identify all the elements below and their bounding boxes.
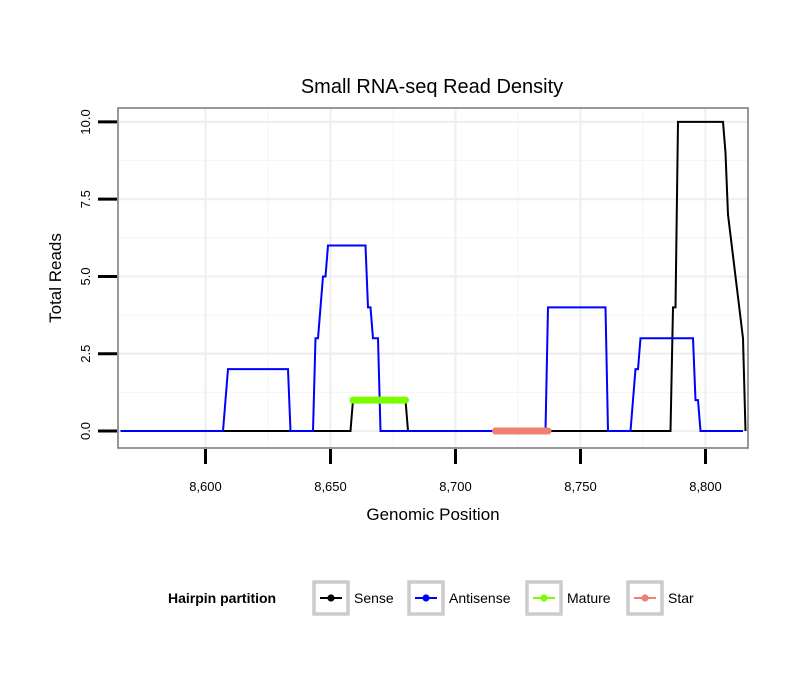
x-tick-label: 8,700 [439, 479, 472, 494]
legend-title: Hairpin partition [168, 590, 276, 606]
x-tick-label: 8,650 [314, 479, 347, 494]
y-tick-label: 2.5 [78, 345, 93, 363]
legend: Hairpin partition Sense Antisense Mature St… [168, 580, 694, 616]
y-axis-title: Total Reads [46, 233, 65, 323]
legend-item-star: Star [626, 580, 694, 616]
legend-key-dot [422, 594, 430, 602]
axes: 8,600 8,650 8,700 8,750 8,800 0.0 2.5 5.0 7.5 10.… [78, 109, 722, 494]
y-tick-label: 10.0 [78, 109, 93, 134]
legend-key-dot [327, 594, 335, 602]
legend-label: Star [668, 590, 694, 606]
legend-item-sense: Sense [312, 580, 394, 616]
plot-series [120, 120, 747, 435]
chart-title: Small RNA-seq Read Density [301, 76, 563, 98]
series-line-antisense [120, 244, 743, 432]
legend-key-box [525, 580, 563, 616]
x-tick-label: 8,750 [564, 479, 597, 494]
legend-key-dot [641, 594, 649, 602]
y-tick-label: 5.0 [78, 267, 93, 285]
legend-item-mature: Mature [525, 580, 611, 616]
y-tick-label: 0.0 [78, 422, 93, 440]
legend-item-antisense: Antisense [407, 580, 511, 616]
legend-label: Mature [567, 590, 611, 606]
x-axis-title: Genomic Position [366, 505, 499, 524]
legend-label: Sense [354, 590, 394, 606]
legend-key-dot [540, 594, 548, 602]
x-tick-label: 8,600 [189, 479, 222, 494]
y-tick-label: 7.5 [78, 190, 93, 208]
x-tick-label: 8,800 [689, 479, 722, 494]
legend-label: Antisense [449, 590, 511, 606]
plot-panel-border [117, 107, 749, 449]
grid [118, 108, 748, 448]
